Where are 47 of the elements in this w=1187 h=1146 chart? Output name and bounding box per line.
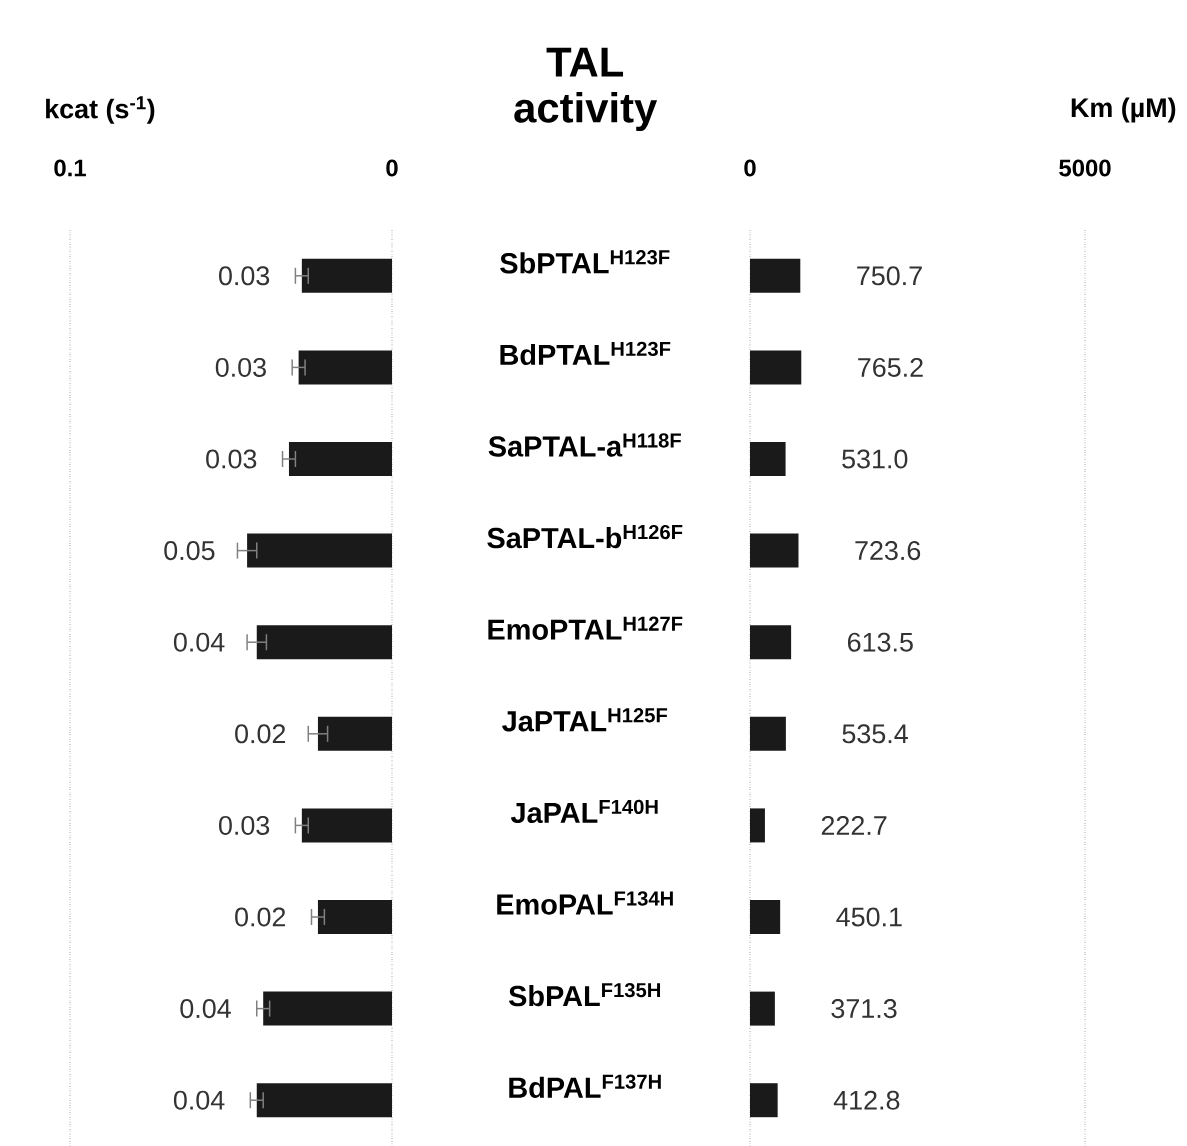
x-tick-label: 0 xyxy=(386,159,398,177)
data-label: 0.05 xyxy=(164,541,215,561)
y-tick-label: SbPAL$^{F135H}$ xyxy=(508,982,661,1007)
data-label: 0.04 xyxy=(173,632,225,652)
data-label: 0.03 xyxy=(206,449,257,469)
y-tick-label: JaPAL$^{F140H}$ xyxy=(510,799,658,824)
bar xyxy=(256,625,392,660)
bar xyxy=(256,1083,392,1118)
text: TAL activity xyxy=(514,47,658,132)
data-label: 0.02 xyxy=(235,907,286,927)
data-label: 0.02 xyxy=(235,724,286,744)
data-label: 0.03 xyxy=(219,266,270,286)
data-label: 613.5 xyxy=(847,632,913,652)
data-label: 412.8 xyxy=(833,1090,900,1110)
data-label: 0.04 xyxy=(173,1090,225,1110)
y-tick-label: JaPTAL$^{H125F}$ xyxy=(502,708,668,732)
bar xyxy=(317,900,392,935)
y-tick-label: BdPAL$^{F137H}$ xyxy=(509,1074,661,1098)
bar xyxy=(247,533,392,568)
bar xyxy=(317,716,392,751)
y-tick-label: SaPTAL-a$^{H118F}$ xyxy=(488,433,681,457)
bar xyxy=(301,258,392,293)
data-label: 531.0 xyxy=(842,449,908,469)
bar xyxy=(263,991,392,1026)
y-tick-label: EmoPAL$^{F134H}$ xyxy=(497,891,673,915)
data-label: 0.03 xyxy=(219,815,270,835)
y-tick-label: EmoPTAL$^{H127F}$ xyxy=(488,616,683,640)
data-label: 0.04 xyxy=(180,999,231,1019)
x-tick-label: 0 xyxy=(744,159,756,177)
data-label: 723.6 xyxy=(855,541,921,561)
x-tick-label: 0.1 xyxy=(54,159,86,177)
data-label: 0.03 xyxy=(215,357,266,377)
data-label: 222.7 xyxy=(821,816,887,835)
bar xyxy=(298,350,392,385)
x-axis-title: kcat (s$^{-1}$) xyxy=(46,96,155,124)
bar xyxy=(288,442,392,476)
x-axis-title: Km (µM) xyxy=(1071,97,1176,123)
data-label: 765.2 xyxy=(858,357,923,377)
x-tick-label: 5000 xyxy=(1059,159,1111,177)
bar xyxy=(301,808,392,843)
data-label: 535.4 xyxy=(842,724,908,744)
data-label: 371.3 xyxy=(831,999,897,1019)
y-tick-label: BdPTAL$^{H123F}$ xyxy=(500,341,671,366)
data-label: 450.1 xyxy=(836,907,902,927)
y-tick-label: SaPTAL-b$^{H126F}$ xyxy=(487,524,683,549)
y-tick-label: SbPTAL$^{H123F}$ xyxy=(500,250,670,274)
data-label: 750.7 xyxy=(857,266,922,286)
